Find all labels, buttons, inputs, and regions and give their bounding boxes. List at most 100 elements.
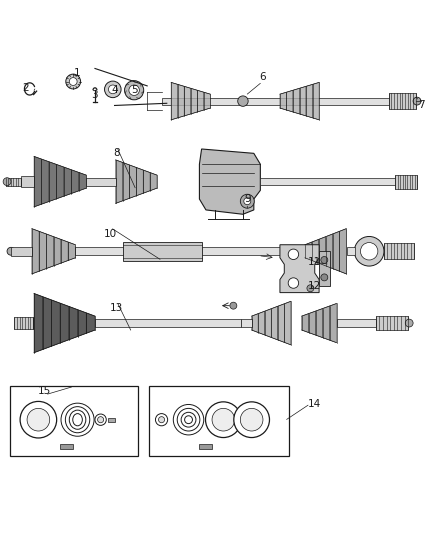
Polygon shape (280, 245, 319, 293)
Ellipse shape (65, 407, 90, 433)
Polygon shape (78, 310, 86, 336)
Polygon shape (284, 301, 291, 345)
Polygon shape (150, 173, 157, 191)
Polygon shape (51, 300, 60, 346)
Text: 13: 13 (110, 303, 124, 313)
Polygon shape (184, 86, 191, 116)
Polygon shape (39, 231, 46, 271)
Circle shape (230, 302, 237, 309)
Text: 8: 8 (113, 148, 120, 158)
Text: 6: 6 (259, 72, 266, 82)
Circle shape (240, 194, 254, 208)
Polygon shape (32, 229, 39, 274)
Circle shape (7, 247, 15, 255)
Circle shape (321, 274, 328, 281)
Circle shape (98, 417, 104, 423)
Polygon shape (64, 167, 71, 196)
Text: 5: 5 (131, 85, 138, 95)
Bar (149, 386, 289, 456)
Text: 10: 10 (104, 229, 117, 239)
Bar (123, 241, 201, 261)
Bar (395, 175, 417, 189)
Text: 4: 4 (111, 85, 118, 95)
Circle shape (105, 81, 121, 98)
Polygon shape (34, 294, 43, 353)
Bar (260, 178, 397, 185)
Bar (60, 443, 73, 449)
Circle shape (405, 319, 413, 327)
Bar (389, 93, 416, 109)
Polygon shape (79, 173, 86, 191)
Polygon shape (258, 311, 265, 335)
Ellipse shape (61, 403, 94, 436)
Circle shape (307, 285, 314, 292)
Polygon shape (293, 88, 300, 114)
Bar (21, 176, 34, 187)
Polygon shape (69, 306, 78, 340)
Circle shape (20, 401, 57, 438)
Text: 11: 11 (308, 257, 321, 267)
Polygon shape (199, 149, 260, 214)
Circle shape (360, 243, 378, 260)
Bar (6, 177, 21, 185)
Text: 9: 9 (244, 194, 251, 204)
Circle shape (124, 80, 144, 100)
Polygon shape (123, 163, 129, 201)
Circle shape (234, 402, 269, 438)
Circle shape (173, 405, 204, 435)
Text: 14: 14 (308, 399, 321, 409)
Bar (162, 98, 415, 104)
Polygon shape (305, 242, 312, 261)
Circle shape (413, 97, 421, 105)
Circle shape (27, 408, 49, 431)
Polygon shape (278, 304, 284, 342)
Polygon shape (252, 313, 258, 333)
Polygon shape (86, 313, 95, 333)
Polygon shape (325, 234, 332, 269)
Polygon shape (197, 90, 204, 112)
Polygon shape (329, 303, 336, 343)
Text: 12: 12 (308, 281, 321, 291)
Polygon shape (322, 306, 329, 340)
Polygon shape (302, 313, 309, 333)
Text: 2: 2 (22, 83, 28, 93)
Polygon shape (280, 92, 286, 110)
Circle shape (238, 96, 248, 107)
Bar (75, 247, 284, 255)
Bar (384, 244, 414, 259)
Polygon shape (332, 231, 339, 271)
Circle shape (177, 408, 200, 431)
Bar (319, 251, 330, 286)
Polygon shape (57, 164, 64, 199)
Polygon shape (204, 92, 210, 110)
Circle shape (212, 408, 235, 431)
Polygon shape (43, 297, 51, 350)
Bar (346, 247, 355, 255)
Bar (86, 177, 116, 185)
Polygon shape (68, 242, 75, 261)
Circle shape (95, 414, 106, 425)
Polygon shape (286, 90, 293, 112)
Circle shape (244, 198, 251, 205)
Polygon shape (71, 169, 79, 193)
Circle shape (240, 408, 263, 431)
Circle shape (129, 85, 139, 95)
Polygon shape (313, 83, 319, 120)
Circle shape (205, 402, 241, 438)
Polygon shape (178, 84, 184, 118)
Polygon shape (116, 160, 123, 204)
Bar (336, 319, 376, 327)
Polygon shape (271, 306, 278, 340)
Circle shape (66, 74, 81, 89)
Bar (376, 316, 408, 330)
Bar (14, 317, 33, 329)
Polygon shape (53, 237, 61, 266)
Polygon shape (136, 167, 143, 196)
Circle shape (354, 237, 384, 266)
Circle shape (288, 249, 299, 260)
Polygon shape (309, 311, 316, 335)
Bar (10, 386, 138, 456)
Ellipse shape (73, 414, 82, 426)
Circle shape (185, 416, 192, 424)
Text: 7: 7 (418, 100, 425, 110)
